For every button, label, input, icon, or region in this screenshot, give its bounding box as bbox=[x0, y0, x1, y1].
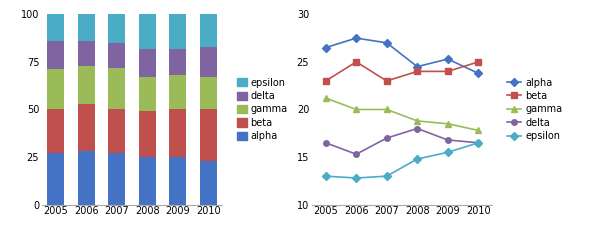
epsilon bbox=[353, 177, 360, 179]
Bar bbox=[200, 109, 217, 161]
alpha bbox=[444, 58, 451, 60]
Bar bbox=[78, 151, 95, 205]
Line: epsilon: epsilon bbox=[323, 140, 481, 181]
beta bbox=[413, 70, 421, 73]
Bar bbox=[109, 153, 125, 205]
Bar bbox=[78, 104, 95, 151]
gamma bbox=[444, 122, 451, 125]
Bar bbox=[47, 14, 64, 41]
Legend: epsilon, delta, gamma, beta, alpha: epsilon, delta, gamma, beta, alpha bbox=[236, 77, 289, 142]
gamma bbox=[475, 129, 482, 132]
Bar bbox=[200, 77, 217, 109]
Bar bbox=[200, 14, 217, 47]
Bar bbox=[139, 14, 155, 49]
Bar bbox=[47, 109, 64, 153]
Bar bbox=[169, 157, 186, 205]
Line: gamma: gamma bbox=[322, 94, 482, 134]
Bar bbox=[139, 49, 155, 77]
gamma bbox=[322, 97, 329, 99]
Bar bbox=[78, 66, 95, 104]
alpha bbox=[322, 46, 329, 49]
alpha bbox=[383, 41, 391, 44]
Bar bbox=[139, 157, 155, 205]
beta bbox=[444, 70, 451, 73]
Bar bbox=[78, 14, 95, 41]
Legend: alpha, beta, gamma, delta, epsilon: alpha, beta, gamma, delta, epsilon bbox=[506, 77, 563, 142]
Bar bbox=[109, 109, 125, 153]
epsilon bbox=[413, 158, 421, 160]
Bar bbox=[139, 111, 155, 157]
alpha bbox=[413, 65, 421, 68]
Bar bbox=[47, 41, 64, 69]
Bar bbox=[109, 68, 125, 109]
Bar bbox=[200, 161, 217, 205]
alpha bbox=[475, 72, 482, 75]
gamma bbox=[383, 108, 391, 111]
Bar bbox=[47, 153, 64, 205]
Bar bbox=[169, 109, 186, 157]
epsilon bbox=[322, 175, 329, 178]
Bar bbox=[200, 47, 217, 77]
gamma bbox=[353, 108, 360, 111]
Bar bbox=[139, 77, 155, 111]
alpha bbox=[353, 37, 360, 40]
Bar bbox=[169, 75, 186, 109]
delta bbox=[444, 139, 451, 141]
Bar bbox=[47, 69, 64, 109]
delta bbox=[353, 153, 360, 156]
beta bbox=[475, 60, 482, 63]
delta bbox=[383, 137, 391, 139]
beta bbox=[353, 60, 360, 63]
Bar bbox=[78, 41, 95, 66]
epsilon bbox=[475, 141, 482, 144]
Line: alpha: alpha bbox=[323, 35, 481, 76]
Bar bbox=[109, 14, 125, 43]
gamma bbox=[413, 119, 421, 122]
beta bbox=[383, 79, 391, 82]
beta bbox=[322, 79, 329, 82]
epsilon bbox=[444, 151, 451, 154]
delta bbox=[322, 141, 329, 144]
Line: delta: delta bbox=[323, 126, 481, 157]
delta bbox=[413, 127, 421, 130]
epsilon bbox=[383, 175, 391, 178]
Bar bbox=[169, 49, 186, 75]
Bar bbox=[169, 14, 186, 49]
delta bbox=[475, 141, 482, 144]
Bar bbox=[109, 43, 125, 68]
Line: beta: beta bbox=[323, 59, 481, 84]
